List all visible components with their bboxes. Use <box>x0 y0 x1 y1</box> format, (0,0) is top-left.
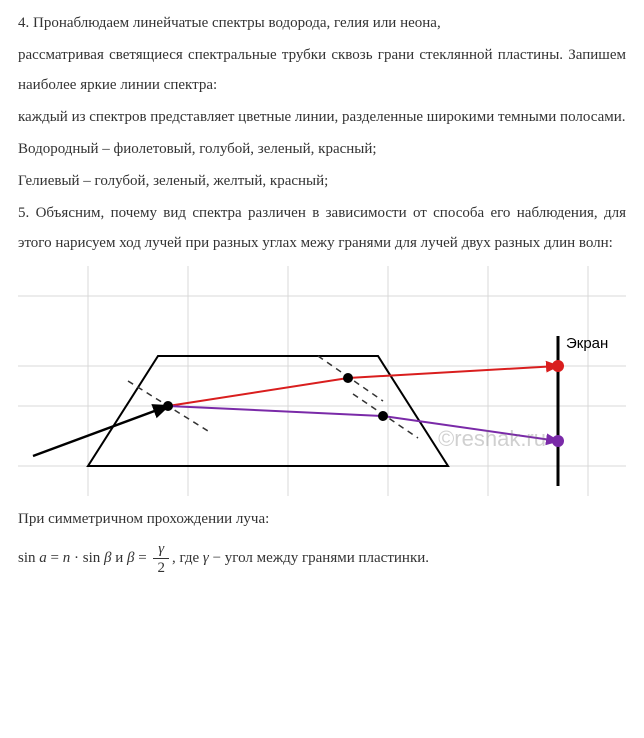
eq1: = <box>47 550 63 566</box>
paragraph-4-body1: рассматривая светящиеся спектральные тру… <box>18 40 626 100</box>
paragraph-4-body2: каждый из спектров представляет цветные … <box>18 102 626 132</box>
red-screen-dot <box>552 360 564 372</box>
sin-text: sin <box>18 550 39 566</box>
grid <box>18 266 626 496</box>
incident-ray <box>33 406 168 456</box>
eq2: = <box>134 550 150 566</box>
violet-exit-dot <box>378 411 388 421</box>
paragraph-5: 5. Объясним, почему вид спектра различен… <box>18 198 626 258</box>
dot-sin: · sin <box>70 550 104 566</box>
prism-diagram: Экран ©reshak.ru <box>18 266 626 496</box>
var-a: a <box>39 550 47 566</box>
frac-num: γ <box>153 540 169 559</box>
paragraph-4-intro: 4. Пронаблюдаем линейчатые спектры водор… <box>18 8 626 38</box>
red-ray-inside <box>168 378 348 406</box>
hydrogen-line: Водородный – фиолетовый, голубой, зелены… <box>18 134 626 164</box>
violet-ray-out <box>383 416 558 441</box>
diagram-svg: Экран <box>18 266 626 496</box>
frac-den: 2 <box>153 559 169 577</box>
red-exit-dot <box>343 373 353 383</box>
tail1: , где <box>172 550 203 566</box>
helium-line: Гелиевый – голубой, зеленый, желтый, кра… <box>18 166 626 196</box>
violet-ray-inside <box>168 406 383 416</box>
fraction: γ2 <box>153 540 169 577</box>
tail2: − угол между гранями пластинки. <box>209 550 429 566</box>
red-ray-out <box>348 366 558 378</box>
screen-label: Экран <box>566 335 608 352</box>
and-text: и <box>111 550 127 566</box>
entry-dot <box>163 401 173 411</box>
formula-line: sin a = n · sin β и β = γ2, где γ − угол… <box>18 540 626 577</box>
symmetric-caption: При симметричном прохождении луча: <box>18 504 626 534</box>
violet-screen-dot <box>552 435 564 447</box>
